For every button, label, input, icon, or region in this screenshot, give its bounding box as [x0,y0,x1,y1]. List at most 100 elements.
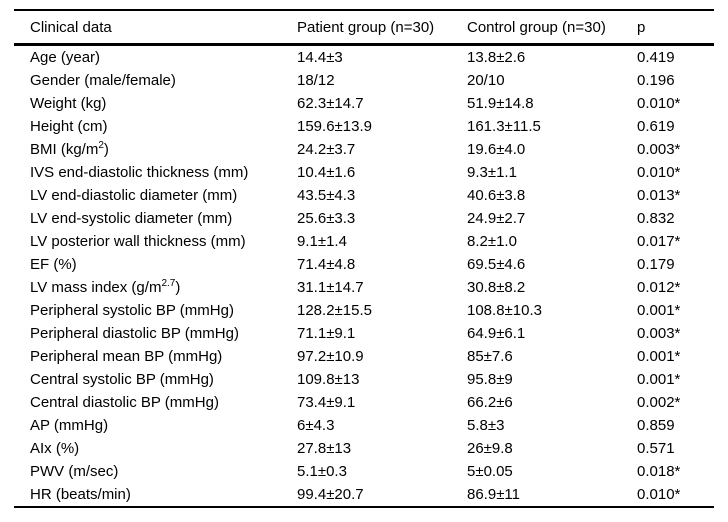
row-label: AIx (%) [30,440,80,457]
table-header: Clinical data Patient group (n=30) Contr… [14,10,714,45]
control-group-value: 5.8±3 [467,417,505,434]
control-group-value: 30.8±8.2 [467,279,526,296]
header-p-value: p [637,18,646,36]
row-label: LV posterior wall thickness (mm) [30,233,246,250]
row-label: Central diastolic BP (mmHg) [30,394,219,411]
header-row: Clinical data Patient group (n=30) Contr… [14,10,714,45]
row-label: AP (mmHg) [30,417,109,434]
table-row: AIx (%) 27.8±13 26±9.8 0.571 [14,437,714,460]
control-group-value: 108.8±10.3 [467,302,542,319]
table-row: LV end-systolic diameter (mm) 25.6±3.3 24.… [14,207,714,230]
p-value: 0.419 [637,49,675,66]
row-label: Peripheral systolic BP (mmHg) [30,302,234,319]
row-label: Peripheral mean BP (mmHg) [30,348,223,365]
p-value: 0.017* [637,233,681,250]
table-row: AP (mmHg) 6±4.3 5.8±3 0.859 [14,414,714,437]
table-row: Central systolic BP (mmHg) 109.8±13 95.8±9… [14,368,714,391]
p-value: 0.003* [637,325,681,342]
table-row: Central diastolic BP (mmHg) 73.4±9.1 66.2±… [14,391,714,414]
patient-group-value: 43.5±4.3 [297,187,356,204]
p-value: 0.001* [637,348,681,365]
p-value: 0.571 [637,440,675,457]
table-row: Gender (male/female) 18/12 20/10 0.196 [14,69,714,92]
row-label: HR (beats/min) [30,486,131,503]
table-row: Peripheral mean BP (mmHg) 97.2±10.9 85±7.6… [14,345,714,368]
control-group-value: 20/10 [467,72,505,89]
row-label: Central systolic BP (mmHg) [30,371,214,388]
row-label: Age (year) [30,49,101,66]
p-value: 0.619 [637,118,675,135]
control-group-value: 40.6±3.8 [467,187,526,204]
patient-group-value: 27.8±13 [297,440,352,457]
header-control-group: Control group (n=30) [467,18,606,36]
table-row: Age (year) 14.4±3 13.8±2.6 0.419 [14,45,714,70]
header-clinical-data: Clinical data [30,18,112,36]
patient-group-value: 10.4±1.6 [297,164,356,181]
p-value: 0.832 [637,210,675,227]
control-group-value: 85±7.6 [467,348,513,365]
row-label-superscript: 2 [98,140,104,151]
row-label: LV mass index (g/m2.7) [30,278,181,297]
table-row: Peripheral diastolic BP (mmHg) 71.1±9.1 64… [14,322,714,345]
row-label: LV end-diastolic diameter (mm) [30,187,238,204]
row-label: PWV (m/sec) [30,463,119,480]
patient-group-value: 71.4±4.8 [297,256,356,273]
p-value: 0.012* [637,279,681,296]
patient-group-value: 128.2±15.5 [297,302,372,319]
control-group-value: 9.3±1.1 [467,164,517,181]
control-group-value: 161.3±11.5 [467,118,541,135]
control-group-value: 8.2±1.0 [467,233,517,250]
p-value: 0.013* [637,187,681,204]
patient-group-value: 31.1±14.7 [297,279,364,296]
patient-group-value: 9.1±1.4 [297,233,347,250]
row-label-superscript: 2.7 [161,278,176,289]
patient-group-value: 62.3±14.7 [297,95,364,112]
table-row: Height (cm) 159.6±13.9 161.3±11.5 0.619 [14,115,714,138]
patient-group-value: 71.1±9.1 [297,325,356,342]
p-value: 0.179 [637,256,675,273]
row-label: Weight (kg) [30,95,107,112]
p-value: 0.010* [637,164,681,181]
patient-group-value: 14.4±3 [297,49,343,66]
patient-group-value: 18/12 [297,72,335,89]
table-body: Age (year) 14.4±3 13.8±2.6 0.419 Gender (mal… [14,45,714,508]
control-group-value: 95.8±9 [467,371,513,388]
table-row: LV end-diastolic diameter (mm) 43.5±4.3 40… [14,184,714,207]
table-row: Weight (kg) 62.3±14.7 51.9±14.8 0.010* [14,92,714,115]
control-group-value: 13.8±2.6 [467,49,526,66]
patient-group-value: 6±4.3 [297,417,335,434]
clinical-data-table-wrap: Clinical data Patient group (n=30) Contr… [14,9,714,508]
row-label: LV end-systolic diameter (mm) [30,210,233,227]
header-patient-group: Patient group (n=30) [297,18,435,36]
control-group-value: 69.5±4.6 [467,256,526,273]
patient-group-value: 109.8±13 [297,371,360,388]
table-row: IVS end-diastolic thickness (mm) 10.4±1.6… [14,161,714,184]
table-row: PWV (m/sec) 5.1±0.3 5±0.05 0.018* [14,460,714,483]
clinical-data-table: Clinical data Patient group (n=30) Contr… [14,9,714,508]
table-row: LV posterior wall thickness (mm) 9.1±1.4 8… [14,230,714,253]
control-group-value: 64.9±6.1 [467,325,526,342]
p-value: 0.002* [637,394,681,411]
row-label: IVS end-diastolic thickness (mm) [30,164,249,181]
row-label: Height (cm) [30,118,108,135]
p-value: 0.196 [637,72,675,89]
patient-group-value: 99.4±20.7 [297,486,364,503]
control-group-value: 5±0.05 [467,463,513,480]
control-group-value: 86.9±11 [467,486,520,503]
row-label: BMI (kg/m2) [30,140,109,159]
control-group-value: 66.2±6 [467,394,513,411]
p-value: 0.003* [637,141,681,158]
patient-group-value: 5.1±0.3 [297,463,347,480]
row-label: EF (%) [30,256,77,273]
row-label: Peripheral diastolic BP (mmHg) [30,325,239,342]
patient-group-value: 159.6±13.9 [297,118,372,135]
table-row: Peripheral systolic BP (mmHg) 128.2±15.5 1… [14,299,714,322]
control-group-value: 26±9.8 [467,440,513,457]
p-value: 0.010* [637,486,681,503]
table-row: LV mass index (g/m2.7) 31.1±14.7 30.8±8.2 0… [14,276,714,299]
patient-group-value: 25.6±3.3 [297,210,356,227]
p-value: 0.001* [637,371,681,388]
table-row: HR (beats/min) 99.4±20.7 86.9±11 0.010* [14,483,714,507]
patient-group-value: 24.2±3.7 [297,141,356,158]
row-label: Gender (male/female) [30,72,176,89]
